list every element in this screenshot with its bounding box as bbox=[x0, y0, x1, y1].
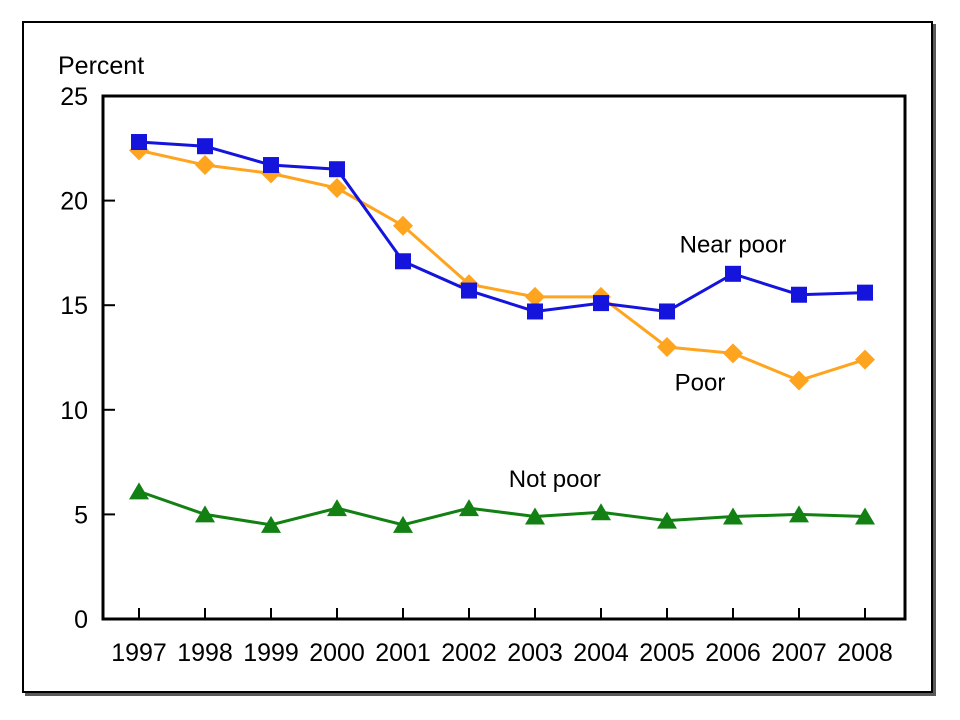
series-line-not-poor bbox=[138, 489, 866, 527]
data-point-poor bbox=[789, 370, 809, 391]
data-point-not-poor bbox=[789, 505, 809, 523]
x-tick-label: 2006 bbox=[705, 639, 761, 667]
data-point-near-poor bbox=[593, 295, 609, 312]
plot-area: 0 5 10 15 20 25 1997 1998 1999 2000 2001 2002 2003 20… bbox=[60, 83, 907, 667]
x-tick-label: 2007 bbox=[771, 639, 827, 667]
data-point-near-poor bbox=[395, 253, 411, 270]
data-point-not-poor bbox=[459, 499, 479, 517]
x-tick-label: 2005 bbox=[639, 639, 695, 667]
data-point-not-poor bbox=[855, 507, 875, 525]
data-point-not-poor bbox=[327, 499, 347, 517]
data-point-near-poor bbox=[725, 265, 741, 282]
data-point-poor bbox=[525, 286, 545, 307]
y-axis-title: Percent bbox=[58, 52, 144, 80]
data-point-not-poor bbox=[657, 511, 677, 529]
x-tick-label: 2001 bbox=[375, 639, 431, 667]
x-tick-label: 2002 bbox=[441, 639, 497, 667]
data-point-poor bbox=[657, 337, 677, 358]
plot-border bbox=[101, 94, 907, 621]
x-tick-label: 1998 bbox=[177, 639, 233, 667]
data-point-poor bbox=[195, 155, 215, 176]
x-tick-label: 2003 bbox=[507, 639, 563, 667]
data-point-not-poor bbox=[129, 482, 149, 500]
x-tick-label: 2004 bbox=[573, 639, 629, 667]
y-tick-label: 0 bbox=[74, 606, 88, 634]
chart-outer-border bbox=[22, 21, 933, 693]
y-tick-label: 10 bbox=[60, 397, 88, 425]
data-point-poor bbox=[855, 349, 875, 370]
y-tick-label: 25 bbox=[60, 83, 88, 111]
data-point-near-poor bbox=[659, 303, 675, 320]
series-line-near-poor bbox=[138, 140, 866, 314]
data-point-not-poor bbox=[261, 515, 281, 533]
data-point-near-poor bbox=[527, 303, 543, 320]
x-tick-label: 2000 bbox=[309, 639, 365, 667]
series-label-near-poor: Near poor bbox=[680, 232, 787, 259]
y-tick-label: 20 bbox=[60, 188, 88, 216]
data-point-near-poor bbox=[329, 161, 345, 178]
data-point-poor bbox=[723, 343, 743, 364]
data-point-poor bbox=[393, 215, 413, 236]
data-point-near-poor bbox=[791, 286, 807, 303]
data-point-near-poor bbox=[263, 157, 279, 174]
data-point-not-poor bbox=[393, 515, 413, 533]
series-label-poor: Poor bbox=[675, 370, 726, 397]
data-point-near-poor bbox=[857, 284, 873, 301]
data-point-near-poor bbox=[461, 282, 477, 299]
series-line-poor bbox=[138, 148, 866, 383]
data-point-not-poor bbox=[525, 507, 545, 525]
series-label-not-poor: Not poor bbox=[509, 466, 601, 493]
y-tick-label: 5 bbox=[74, 501, 88, 529]
data-point-near-poor bbox=[131, 134, 147, 151]
x-tick-label: 1997 bbox=[111, 639, 167, 667]
data-point-not-poor bbox=[723, 507, 743, 525]
data-point-near-poor bbox=[197, 138, 213, 155]
x-tick-label: 2008 bbox=[837, 639, 893, 667]
x-tick-label: 1999 bbox=[243, 639, 299, 667]
data-point-poor bbox=[327, 178, 347, 199]
data-point-not-poor bbox=[591, 503, 611, 521]
y-tick-label: 15 bbox=[60, 292, 88, 320]
data-point-not-poor bbox=[195, 505, 215, 523]
